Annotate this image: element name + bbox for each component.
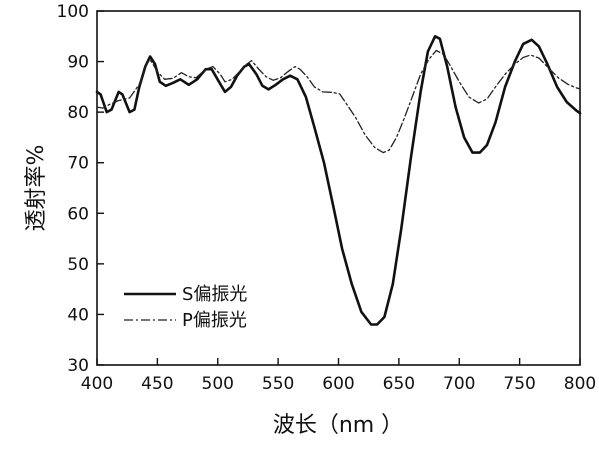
x-tick-label: 800 xyxy=(564,374,596,394)
y-tick-label: 100 xyxy=(57,2,89,22)
y-tick-label: 90 xyxy=(67,53,89,73)
x-tick-label: 450 xyxy=(141,374,173,394)
x-tick-label: 550 xyxy=(262,374,294,394)
x-tick-label: 500 xyxy=(202,374,234,394)
x-axis-title: 波长（nm ） xyxy=(273,413,403,438)
legend-label-s-polarized: S偏振光 xyxy=(182,284,247,305)
x-tick-label: 650 xyxy=(383,374,415,394)
y-tick-label: 50 xyxy=(67,255,89,275)
y-tick-label: 60 xyxy=(67,204,89,224)
y-tick-label: 40 xyxy=(67,305,89,325)
plot-area-frame xyxy=(96,10,581,366)
x-tick-label: 750 xyxy=(503,374,535,394)
x-tick-label: 400 xyxy=(81,374,113,394)
y-tick-label: 70 xyxy=(67,154,89,174)
legend: S偏振光 P偏振光 xyxy=(124,284,247,331)
series-line-p-polarized xyxy=(96,49,581,154)
y-tick-label: 30 xyxy=(67,356,89,376)
y-axis-title: 透射率% xyxy=(24,145,49,232)
legend-label-p-polarized: P偏振光 xyxy=(182,310,247,331)
series-line-s-polarized xyxy=(95,35,582,326)
series-layer xyxy=(95,35,582,326)
x-tick-label: 700 xyxy=(443,374,475,394)
x-axis: 400 450 500 550 600 650 700 750 800 xyxy=(81,358,596,394)
x-tick-label: 600 xyxy=(322,374,354,394)
y-axis: 30 40 50 60 70 80 90 100 xyxy=(57,2,104,376)
y-tick-label: 80 xyxy=(67,103,89,123)
